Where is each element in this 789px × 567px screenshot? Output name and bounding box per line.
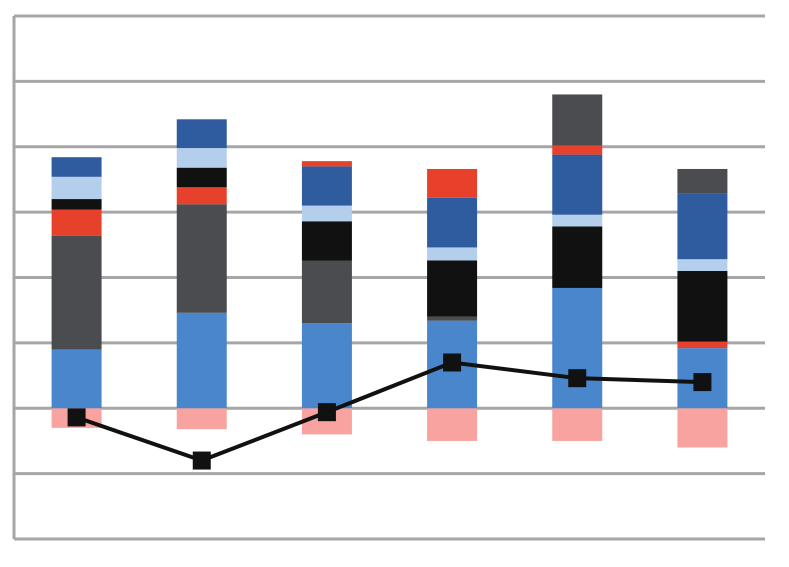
gridlines <box>14 14 765 541</box>
bar-stack-3 <box>301 161 352 435</box>
bar-segment <box>176 312 227 409</box>
line-marker <box>317 403 336 422</box>
bar-segment <box>176 408 227 430</box>
bar-segment <box>552 145 603 155</box>
bar-segment <box>427 247 478 261</box>
line-path <box>75 360 703 463</box>
bar-segment <box>301 260 352 324</box>
bar-segment <box>552 214 603 227</box>
bar-segment <box>301 161 352 167</box>
bar-segment <box>301 323 352 409</box>
bar-segment <box>301 221 352 261</box>
bar-segment <box>427 197 478 248</box>
line-marker <box>568 369 587 388</box>
bar-segment <box>51 209 102 236</box>
bar-segment <box>51 176 102 200</box>
bar-stack-6 <box>677 168 728 448</box>
bar-segment <box>301 166 352 206</box>
bar-segment <box>552 226 603 288</box>
bar-segment <box>51 235 102 350</box>
bar-segment <box>677 270 728 342</box>
bar-stack-5 <box>552 94 603 441</box>
bar-segment <box>677 193 728 260</box>
bar-stack-2 <box>176 119 227 430</box>
bar-segment <box>552 408 603 441</box>
bar-segment <box>427 168 478 198</box>
bar-segment <box>677 408 728 448</box>
line-marker <box>443 353 462 372</box>
bar-segment <box>176 187 227 205</box>
bar-stack-1 <box>51 157 102 428</box>
bar-stacks <box>51 94 728 448</box>
line-series <box>67 353 712 470</box>
bar-segment <box>677 259 728 271</box>
bar-segment <box>176 148 227 168</box>
bar-segment <box>677 341 728 349</box>
bar-segment <box>176 119 227 149</box>
bar-segment <box>552 287 603 409</box>
bar-segment <box>176 204 227 313</box>
bar-segment <box>552 154 603 215</box>
bar-segment <box>427 408 478 441</box>
bar-segment <box>51 157 102 177</box>
bar-segment <box>427 316 478 321</box>
line-marker <box>67 408 86 427</box>
line-marker <box>693 373 712 392</box>
bar-segment <box>677 168 728 194</box>
bar-stack-4 <box>427 168 478 441</box>
bar-segment <box>427 260 478 317</box>
bar-segment <box>51 199 102 210</box>
bar-segment <box>176 167 227 188</box>
bar-segment <box>51 349 102 409</box>
bar-segment <box>301 205 352 222</box>
bar-segment <box>552 94 603 146</box>
line-marker <box>192 451 211 470</box>
